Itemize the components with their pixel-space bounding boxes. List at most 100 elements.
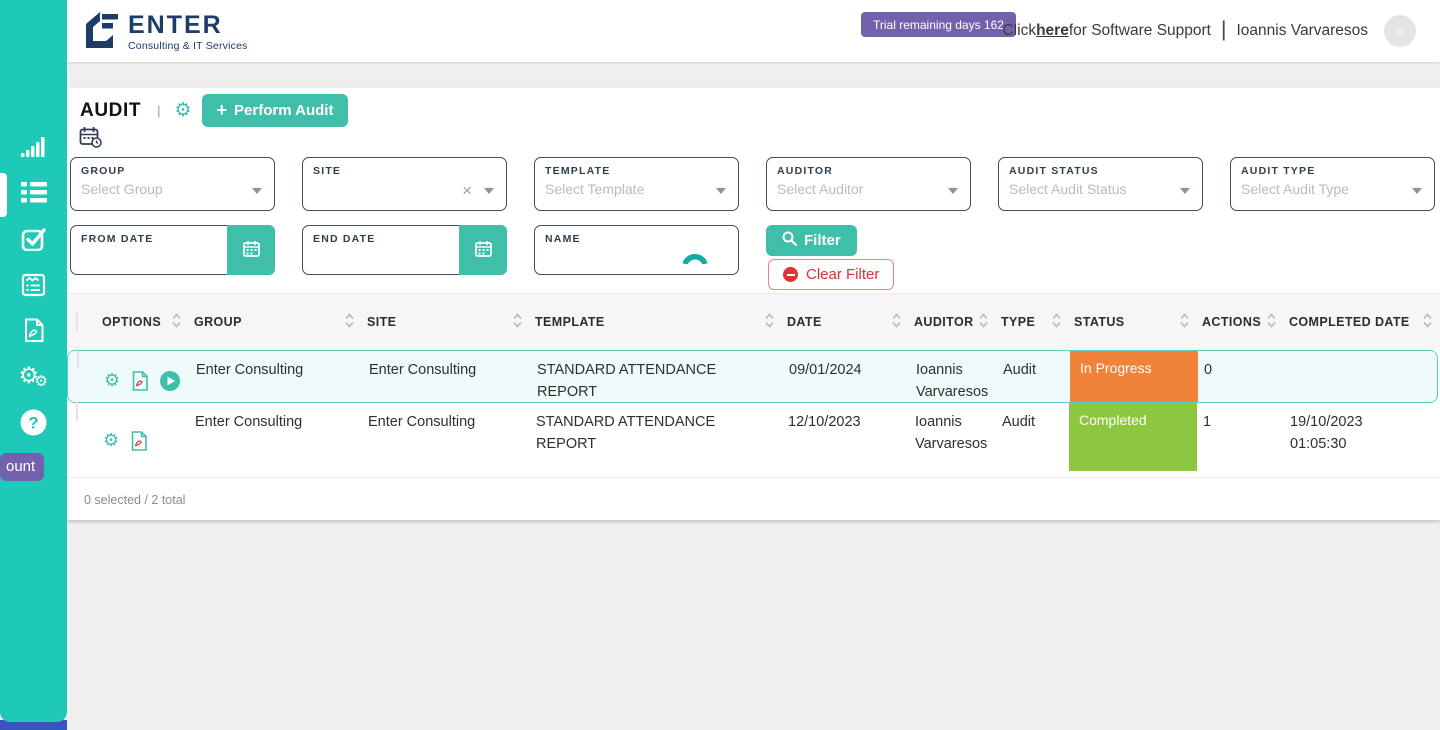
sidebar-item-audit-list[interactable] bbox=[0, 172, 67, 218]
audit-type-placeholder: Select Audit Type bbox=[1241, 181, 1349, 197]
sort-icon[interactable] bbox=[1267, 313, 1276, 331]
template-select[interactable]: TEMPLATE Select Template bbox=[534, 157, 739, 211]
column-header-type[interactable]: TYPE bbox=[996, 313, 1069, 331]
column-header-status[interactable]: STATUS bbox=[1069, 313, 1197, 331]
logo-name: ENTER bbox=[128, 11, 223, 39]
row-play-icon[interactable] bbox=[160, 371, 181, 392]
column-header-group[interactable]: GROUP bbox=[189, 313, 362, 331]
row-options-gear-icon[interactable]: ⚙ bbox=[103, 430, 120, 451]
selection-summary: 0 selected / 2 total bbox=[67, 477, 1440, 507]
gears-icon: ⚙ ⚙ bbox=[18, 363, 48, 390]
logo-tagline: Consulting & IT Services bbox=[128, 40, 248, 52]
row-pdf-icon[interactable] bbox=[132, 371, 148, 392]
clear-filter-button[interactable]: Clear Filter bbox=[768, 259, 895, 290]
from-date-label: FROM DATE bbox=[81, 233, 154, 245]
name-label: NAME bbox=[545, 233, 581, 245]
cell-group: Enter Consulting bbox=[196, 362, 304, 378]
cell-template: STANDARD ATTENDANCE REPORT bbox=[537, 362, 717, 400]
topbar: ENTER Consulting & IT Services Trial rem… bbox=[67, 0, 1440, 62]
cell-actions: 0 bbox=[1204, 362, 1213, 378]
plus-icon: + bbox=[216, 100, 228, 120]
column-header-date[interactable]: DATE bbox=[782, 313, 909, 331]
sort-icon[interactable] bbox=[892, 313, 901, 331]
end-date-input[interactable]: END DATE bbox=[302, 225, 507, 275]
support-link[interactable]: here bbox=[1036, 22, 1069, 39]
clipboard-icon bbox=[21, 273, 46, 302]
column-header-site[interactable]: SITE bbox=[362, 313, 530, 331]
perform-audit-button[interactable]: + Perform Audit bbox=[201, 94, 349, 127]
select-all-checkbox[interactable] bbox=[76, 312, 78, 331]
filter-button[interactable]: Filter bbox=[766, 225, 857, 256]
title-separator: | bbox=[157, 103, 161, 118]
end-date-calendar-button[interactable] bbox=[459, 225, 507, 275]
sidebar-item-reports[interactable] bbox=[0, 264, 67, 310]
user-name: Ioannis Varvaresos bbox=[1236, 22, 1368, 39]
support-text-post: for Software Support bbox=[1068, 22, 1211, 39]
clear-x-icon[interactable]: × bbox=[462, 181, 472, 200]
from-date-calendar-button[interactable] bbox=[227, 225, 275, 275]
row-options-gear-icon[interactable]: ⚙ bbox=[104, 370, 121, 392]
calendar-icon bbox=[474, 240, 492, 260]
auditor-placeholder: Select Auditor bbox=[777, 181, 864, 197]
sidebar-item-help[interactable]: ? bbox=[0, 402, 67, 448]
chevron-down-icon bbox=[948, 188, 958, 194]
group-placeholder: Select Group bbox=[81, 181, 163, 197]
sidebar-nav: ⚙ ⚙ ? bbox=[0, 126, 67, 448]
site-select[interactable]: SITE × bbox=[302, 157, 507, 211]
avatar[interactable] bbox=[1384, 15, 1416, 47]
support-text-pre: Click bbox=[1002, 22, 1037, 39]
svg-text:?: ? bbox=[28, 414, 38, 433]
column-header-template[interactable]: TEMPLATE bbox=[530, 313, 782, 331]
chevron-down-icon bbox=[484, 188, 494, 194]
sidebar-item-settings[interactable]: ⚙ ⚙ bbox=[0, 356, 67, 402]
column-header-auditor[interactable]: AUDITOR bbox=[909, 313, 996, 331]
sort-icon[interactable] bbox=[765, 313, 774, 331]
scheduled-audit-calendar-icon[interactable] bbox=[79, 126, 102, 153]
sort-icon[interactable] bbox=[513, 313, 522, 331]
clear-filter-label: Clear Filter bbox=[806, 266, 880, 283]
end-date-label: END DATE bbox=[313, 233, 376, 245]
sort-icon[interactable] bbox=[1423, 313, 1432, 331]
table-row: ⚙ Enter Consulting Enter Consulting bbox=[67, 350, 1438, 403]
audit-type-select[interactable]: AUDIT TYPE Select Audit Type bbox=[1230, 157, 1435, 211]
column-header-options[interactable]: OPTIONS bbox=[97, 313, 189, 331]
table-row: ⚙ Enter Consulting Enter Consulting STAN… bbox=[67, 402, 1440, 471]
chevron-down-icon bbox=[252, 188, 262, 194]
cell-date: 12/10/2023 bbox=[788, 414, 861, 430]
sort-icon[interactable] bbox=[1180, 313, 1189, 331]
check-square-icon bbox=[21, 227, 47, 256]
chevron-down-icon bbox=[1180, 188, 1190, 194]
sort-icon[interactable] bbox=[1052, 313, 1061, 331]
sort-icon[interactable] bbox=[172, 313, 181, 331]
audit-table: OPTIONS GROUP SITE TEMPLATE DATE AUDITOR bbox=[67, 293, 1440, 507]
sidebar-item-checklist[interactable] bbox=[0, 218, 67, 264]
row-checkbox[interactable] bbox=[77, 351, 79, 369]
cell-group: Enter Consulting bbox=[195, 414, 303, 430]
audit-status-select[interactable]: AUDIT STATUS Select Audit Status bbox=[998, 157, 1203, 211]
template-placeholder: Select Template bbox=[545, 181, 645, 197]
active-nav-indicator bbox=[0, 173, 7, 217]
sidebar-item-dashboard[interactable] bbox=[0, 126, 67, 172]
table-header-row: OPTIONS GROUP SITE TEMPLATE DATE AUDITOR bbox=[67, 293, 1440, 350]
name-input[interactable]: NAME bbox=[534, 225, 739, 275]
list-icon bbox=[20, 182, 47, 208]
sort-icon[interactable] bbox=[345, 313, 354, 331]
cell-completed-date: 19/10/2023 01:05:30 bbox=[1290, 414, 1363, 452]
row-checkbox[interactable] bbox=[76, 402, 78, 421]
column-header-actions[interactable]: ACTIONS bbox=[1197, 313, 1284, 331]
cell-site: Enter Consulting bbox=[369, 362, 477, 378]
from-date-input[interactable]: FROM DATE bbox=[70, 225, 275, 275]
row-pdf-icon[interactable] bbox=[131, 431, 147, 451]
cell-completed-date bbox=[1285, 351, 1437, 402]
audit-settings-gear-icon[interactable]: ⚙ bbox=[174, 99, 192, 121]
group-select[interactable]: GROUP Select Group bbox=[70, 157, 275, 211]
auditor-select[interactable]: AUDITOR Select Auditor bbox=[766, 157, 971, 211]
column-header-completed-date[interactable]: COMPLETED DATE bbox=[1284, 313, 1440, 331]
sidebar-item-pdf-export[interactable] bbox=[0, 310, 67, 356]
sort-icon[interactable] bbox=[979, 313, 988, 331]
auditor-label: AUDITOR bbox=[777, 165, 834, 177]
status-badge: In Progress bbox=[1070, 351, 1198, 402]
pdf-file-icon bbox=[23, 318, 45, 348]
search-icon bbox=[782, 231, 797, 250]
audit-status-label: AUDIT STATUS bbox=[1009, 165, 1099, 177]
